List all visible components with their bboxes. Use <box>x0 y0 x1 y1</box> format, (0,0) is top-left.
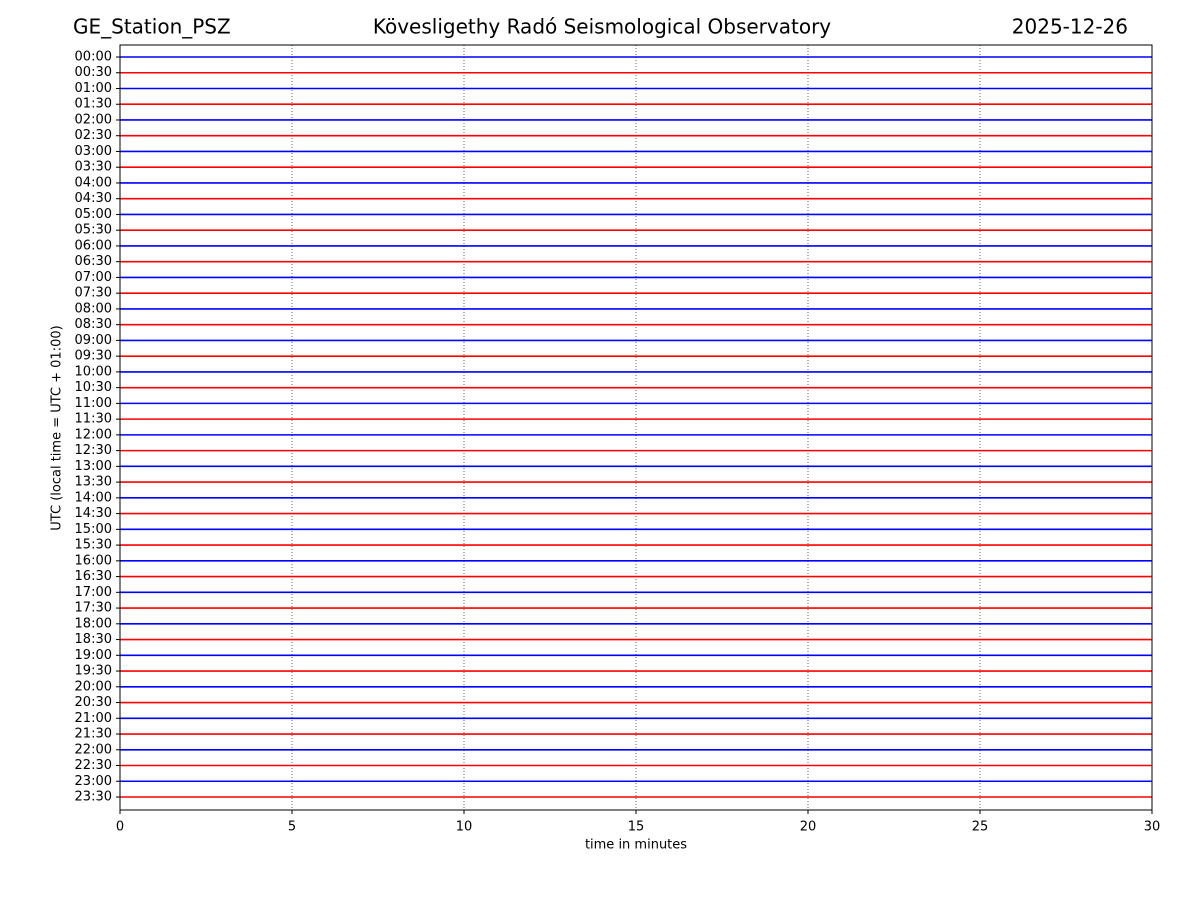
y-tick-label: 04:30 <box>75 191 112 206</box>
y-tick-label: 06:00 <box>75 238 112 253</box>
y-tick-label: 16:00 <box>75 553 112 568</box>
y-tick-label: 11:00 <box>75 396 112 411</box>
y-tick-label: 01:30 <box>75 97 112 112</box>
y-tick-label: 04:00 <box>75 175 112 190</box>
y-tick-label: 22:30 <box>75 758 112 773</box>
y-tick-label: 23:00 <box>75 774 112 789</box>
y-axis-label: UTC (local time = UTC + 01:00) <box>50 325 65 530</box>
x-tick-label: 0 <box>116 820 124 835</box>
y-tick-label: 20:30 <box>75 695 112 710</box>
chart-title: Kövesligethy Radó Seismological Observat… <box>373 15 831 39</box>
y-tick-label: 19:30 <box>75 664 112 679</box>
y-tick-label: 02:30 <box>75 128 112 143</box>
y-tick-label: 00:00 <box>75 50 112 65</box>
y-tick-label: 13:30 <box>75 475 112 490</box>
y-tick-label: 13:00 <box>75 459 112 474</box>
y-tick-label: 22:00 <box>75 742 112 757</box>
y-tick-label: 05:00 <box>75 207 112 222</box>
y-tick-label: 09:30 <box>75 349 112 364</box>
y-tick-label: 00:30 <box>75 65 112 80</box>
y-tick-label: 16:30 <box>75 569 112 584</box>
y-tick-label: 08:30 <box>75 317 112 332</box>
y-tick-label: 17:30 <box>75 601 112 616</box>
date-label: 2025-12-26 <box>1012 15 1128 39</box>
y-tick-label: 21:00 <box>75 711 112 726</box>
y-tick-label: 08:00 <box>75 301 112 316</box>
y-tick-label: 19:00 <box>75 648 112 663</box>
y-tick-label: 03:00 <box>75 144 112 159</box>
x-tick-label: 5 <box>288 820 296 835</box>
y-tick-label: 15:30 <box>75 538 112 553</box>
y-tick-label: 12:30 <box>75 443 112 458</box>
y-tick-label: 23:30 <box>75 790 112 805</box>
y-tick-label: 20:00 <box>75 679 112 694</box>
plot-frame <box>119 44 1153 811</box>
y-tick-label: 21:30 <box>75 727 112 742</box>
y-tick-label: 09:00 <box>75 333 112 348</box>
x-tick-label: 30 <box>1144 820 1161 835</box>
y-tick-label: 07:00 <box>75 270 112 285</box>
x-tick-label: 25 <box>972 820 989 835</box>
y-tick-label: 02:00 <box>75 112 112 127</box>
y-tick-label: 17:00 <box>75 585 112 600</box>
y-tick-label: 10:30 <box>75 380 112 395</box>
y-tick-label: 18:00 <box>75 616 112 631</box>
y-tick-label: 11:30 <box>75 412 112 427</box>
y-tick-label: 14:00 <box>75 490 112 505</box>
x-axis-label: time in minutes <box>585 838 687 853</box>
y-tick-label: 18:30 <box>75 632 112 647</box>
y-tick-label: 10:00 <box>75 364 112 379</box>
y-tick-label: 03:30 <box>75 160 112 175</box>
x-tick-label: 10 <box>456 820 473 835</box>
y-tick-label: 05:30 <box>75 223 112 238</box>
y-tick-label: 14:30 <box>75 506 112 521</box>
x-tick-label: 20 <box>800 820 817 835</box>
y-tick-label: 01:00 <box>75 81 112 96</box>
y-tick-label: 12:00 <box>75 427 112 442</box>
y-tick-label: 06:30 <box>75 254 112 269</box>
x-tick-label: 15 <box>628 820 645 835</box>
station-label: GE_Station_PSZ <box>73 15 231 39</box>
y-tick-label: 15:00 <box>75 522 112 537</box>
y-tick-label: 07:30 <box>75 286 112 301</box>
